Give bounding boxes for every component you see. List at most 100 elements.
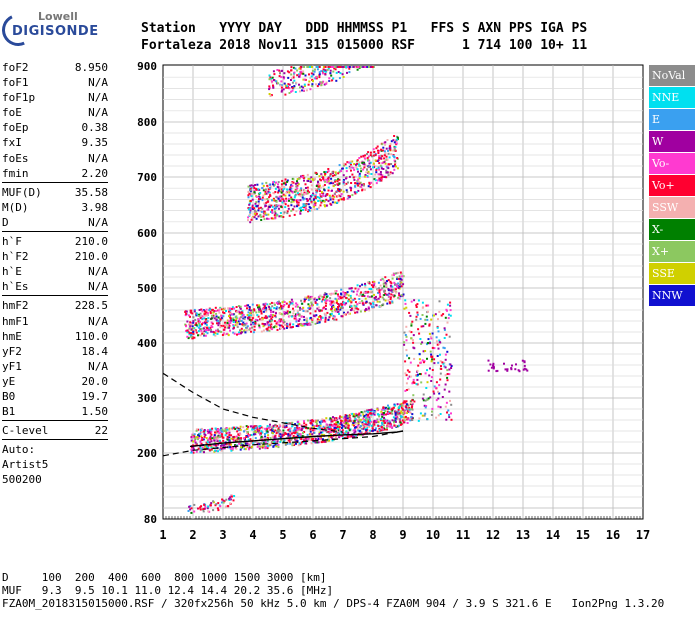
echo-point [344,163,347,166]
echo-point [272,184,275,187]
echo-point [234,439,237,442]
echo-point [401,419,404,422]
echo-point [228,320,231,323]
echo-point [216,322,218,325]
echo-point [228,440,231,443]
echo-point [349,296,352,299]
echo-point [409,417,411,420]
echo-point [303,315,305,318]
echo-point [355,307,358,310]
echo-point [445,333,448,336]
echo-point [393,147,396,150]
echo-point [276,302,279,305]
echo-point [349,162,352,165]
echo-point [405,408,408,411]
echo-point [340,420,343,423]
echo-point [268,205,271,208]
echo-point [220,324,223,327]
echo-point [266,217,269,220]
echo-point [443,327,446,330]
echo-point [419,317,422,320]
echo-point [324,297,327,300]
echo-point [437,330,440,333]
echo-point [445,418,448,421]
echo-point [311,85,314,87]
echo-point [306,179,309,182]
echo-point [199,508,202,511]
echo-point [410,416,413,419]
param-key: yF2 [2,344,22,358]
echo-point [408,357,411,360]
echo-point [245,329,248,332]
echo-point [327,431,330,433]
param-row-hf: h`F 210.0 [2,234,108,249]
echo-point [341,198,343,201]
echo-point [515,363,517,366]
echo-point [439,406,442,409]
echo-point [236,440,239,443]
echo-point [448,390,451,393]
echo-point [258,305,261,308]
echo-point [329,198,332,201]
echo-point [433,358,436,361]
echo-point [385,286,388,288]
echo-point [279,212,282,214]
echo-point [327,168,330,170]
echo-point [274,314,277,317]
echo-point [292,76,295,79]
echo-point [245,445,248,448]
echo-point [297,444,300,447]
echo-point [259,432,262,435]
param-key: B0 [2,389,16,403]
echo-point [425,387,428,389]
echo-point [261,207,264,210]
echo-point [323,312,326,315]
echo-point [394,420,397,423]
echo-point [284,93,287,96]
echo-point [338,303,341,306]
param-value: 1.50 [81,405,109,419]
echo-point [335,437,338,440]
echo-point [269,425,271,428]
y-tick-label: 600 [137,227,157,240]
echo-point [295,185,298,188]
echo-point [283,187,286,190]
echo-point [396,276,399,279]
echo-point [369,186,372,189]
echo-point [247,207,250,210]
legend-x: X- [649,219,695,240]
echo-point [290,326,293,329]
echo-point [307,303,310,306]
echo-point [239,448,242,451]
echo-point [307,199,309,202]
echo-point [408,370,411,373]
echo-point [435,340,438,343]
param-divider [2,295,108,297]
echo-point [374,165,377,168]
echo-point [270,77,273,80]
echo-point [328,293,331,295]
echo-point [382,413,385,416]
echo-point [280,84,283,87]
echo-point [334,430,337,433]
echo-point [202,327,205,330]
param-key: foE [2,106,22,120]
echo-point [351,298,354,301]
echo-point [427,397,430,400]
echo-point [305,439,308,442]
echo-point [380,148,383,151]
echo-point [297,325,300,328]
echo-point [337,66,340,68]
echo-point [221,428,224,431]
echo-point [235,306,238,308]
echo-point [190,448,193,451]
echo-point [324,440,327,443]
echo-point [366,175,369,177]
echo-point [299,199,302,202]
echo-point [281,185,283,188]
echo-point [305,427,308,430]
echo-point [260,219,263,221]
echo-point [282,212,285,215]
echo-point [205,311,208,314]
echo-point [319,437,322,440]
